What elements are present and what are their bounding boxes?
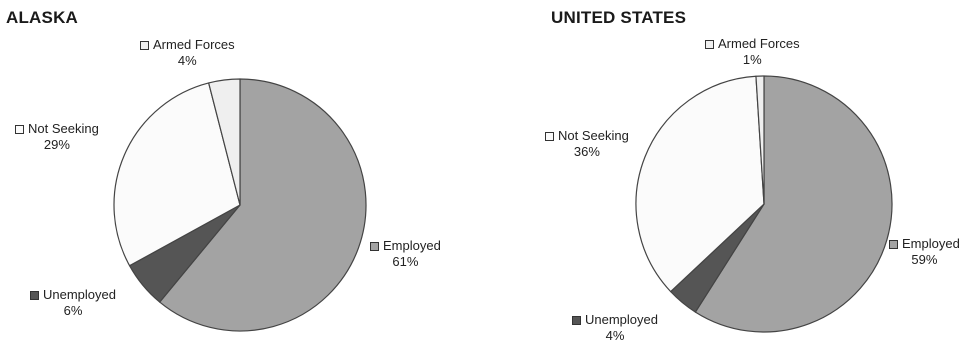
not-seeking-legend-swatch bbox=[545, 132, 554, 141]
alaska-unemployed-value: 6% bbox=[63, 303, 83, 318]
united-states-pie-panel: UNITED STATES Armed Forces 1% Not Seekin… bbox=[487, 0, 974, 347]
alaska-armed-forces-name: Armed Forces bbox=[153, 37, 235, 52]
alaska-not-seeking-name: Not Seeking bbox=[28, 121, 99, 136]
united-states-armed-forces-name: Armed Forces bbox=[718, 36, 800, 51]
alaska-slice-employed bbox=[159, 78, 367, 332]
united-states-armed-forces-value: 1% bbox=[742, 52, 762, 67]
alaska-employed-name: Employed bbox=[383, 238, 441, 253]
united-states-employed-value: 59% bbox=[911, 252, 938, 267]
alaska-pie-panel: ALASKA Armed Forces 4% Not Seeking 29% E… bbox=[6, 8, 441, 332]
alaska-employed-label: Employed 61% bbox=[370, 238, 441, 270]
alaska-armed-forces-label: Armed Forces 4% bbox=[140, 37, 235, 69]
united-states-pie-chart bbox=[635, 75, 893, 333]
alaska-unemployed-label: Unemployed 6% bbox=[30, 287, 116, 319]
united-states-slice-armed-forces bbox=[755, 75, 765, 205]
united-states-unemployed-value: 4% bbox=[605, 328, 625, 343]
alaska-slice-not-seeking bbox=[113, 82, 241, 267]
united-states-employed-name: Employed bbox=[902, 236, 960, 251]
alaska-slice-armed-forces bbox=[208, 78, 241, 206]
united-states-employed-label: Employed 59% bbox=[889, 236, 960, 268]
united-states-not-seeking-name: Not Seeking bbox=[558, 128, 629, 143]
alaska-not-seeking-label: Not Seeking 29% bbox=[15, 121, 99, 153]
alaska-employed-value: 61% bbox=[392, 254, 419, 269]
united-states-unemployed-label: Unemployed 4% bbox=[572, 312, 658, 344]
alaska-armed-forces-value: 4% bbox=[177, 53, 197, 68]
unemployed-legend-swatch bbox=[30, 291, 39, 300]
armed-forces-legend-swatch bbox=[705, 40, 714, 49]
alaska-chart-title: ALASKA bbox=[6, 8, 79, 27]
armed-forces-legend-swatch bbox=[140, 41, 149, 50]
united-states-armed-forces-label: Armed Forces 1% bbox=[705, 36, 800, 68]
united-states-slice-not-seeking bbox=[635, 75, 765, 293]
employed-legend-swatch bbox=[370, 242, 379, 251]
united-states-not-seeking-value: 36% bbox=[573, 144, 600, 159]
united-states-unemployed-name: Unemployed bbox=[585, 312, 658, 327]
united-states-slice-employed bbox=[694, 75, 893, 333]
united-states-not-seeking-label: Not Seeking 36% bbox=[545, 128, 629, 160]
alaska-not-seeking-value: 29% bbox=[43, 137, 70, 152]
united-states-chart-title: UNITED STATES bbox=[551, 8, 687, 27]
alaska-unemployed-name: Unemployed bbox=[43, 287, 116, 302]
not-seeking-legend-swatch bbox=[15, 125, 24, 134]
employed-legend-swatch bbox=[889, 240, 898, 249]
unemployed-legend-swatch bbox=[572, 316, 581, 325]
alaska-pie-chart bbox=[113, 78, 367, 332]
